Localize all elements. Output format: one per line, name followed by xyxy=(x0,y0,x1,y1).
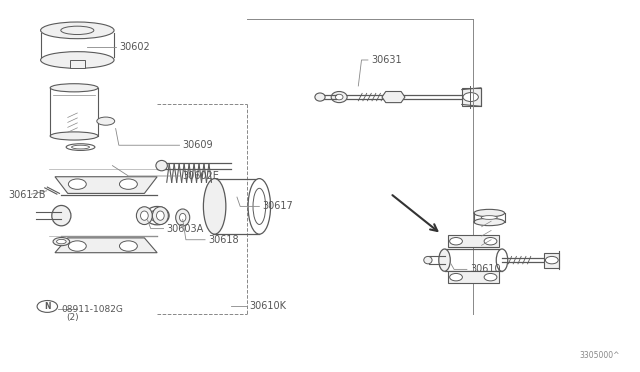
Ellipse shape xyxy=(40,22,114,39)
Ellipse shape xyxy=(56,239,66,244)
Polygon shape xyxy=(55,238,157,253)
Ellipse shape xyxy=(204,179,226,234)
Ellipse shape xyxy=(474,209,504,217)
Text: 30610K: 30610K xyxy=(250,301,287,311)
Ellipse shape xyxy=(52,205,71,226)
Ellipse shape xyxy=(152,207,168,225)
Ellipse shape xyxy=(141,211,148,220)
Ellipse shape xyxy=(335,94,343,100)
Bar xyxy=(448,235,499,247)
Ellipse shape xyxy=(175,209,189,226)
Ellipse shape xyxy=(424,256,432,264)
Circle shape xyxy=(68,179,86,189)
Circle shape xyxy=(463,93,478,102)
Ellipse shape xyxy=(150,210,164,222)
Circle shape xyxy=(120,179,138,189)
Text: 30612B: 30612B xyxy=(8,190,46,200)
Text: 30609: 30609 xyxy=(182,140,213,150)
Text: 30602: 30602 xyxy=(119,42,150,52)
Ellipse shape xyxy=(136,207,152,225)
Circle shape xyxy=(484,237,497,245)
Circle shape xyxy=(450,237,463,245)
Polygon shape xyxy=(382,92,405,103)
Ellipse shape xyxy=(248,179,271,234)
Bar xyxy=(448,271,499,283)
Text: 30618: 30618 xyxy=(208,235,239,245)
Circle shape xyxy=(450,273,463,281)
Text: 08911-1082G: 08911-1082G xyxy=(61,305,124,314)
Ellipse shape xyxy=(481,216,497,219)
Ellipse shape xyxy=(315,93,325,101)
Text: 30631: 30631 xyxy=(371,55,402,65)
Ellipse shape xyxy=(145,206,169,225)
Bar xyxy=(462,88,481,106)
Circle shape xyxy=(68,241,86,251)
Ellipse shape xyxy=(157,211,164,220)
Ellipse shape xyxy=(53,237,70,246)
Text: N: N xyxy=(44,302,51,311)
Ellipse shape xyxy=(156,160,168,171)
Ellipse shape xyxy=(179,214,186,222)
Text: 30610: 30610 xyxy=(470,264,500,275)
Circle shape xyxy=(484,273,497,281)
Ellipse shape xyxy=(50,132,98,140)
Text: (2): (2) xyxy=(67,313,79,322)
Ellipse shape xyxy=(40,52,114,68)
Ellipse shape xyxy=(331,92,347,103)
Ellipse shape xyxy=(496,249,508,271)
Ellipse shape xyxy=(50,84,98,92)
Ellipse shape xyxy=(439,249,451,271)
Text: 30602E: 30602E xyxy=(182,171,220,181)
Ellipse shape xyxy=(474,218,504,226)
Circle shape xyxy=(120,241,138,251)
Text: 30603A: 30603A xyxy=(167,224,204,234)
Bar xyxy=(70,60,85,68)
Ellipse shape xyxy=(97,117,115,125)
Ellipse shape xyxy=(253,188,266,224)
Circle shape xyxy=(37,301,58,312)
Ellipse shape xyxy=(61,26,94,35)
Ellipse shape xyxy=(72,145,90,149)
Text: 30617: 30617 xyxy=(262,201,293,211)
Bar xyxy=(543,253,559,267)
Text: 3305000^: 3305000^ xyxy=(580,351,620,360)
Polygon shape xyxy=(55,177,157,193)
Ellipse shape xyxy=(66,144,95,150)
Circle shape xyxy=(545,256,558,264)
